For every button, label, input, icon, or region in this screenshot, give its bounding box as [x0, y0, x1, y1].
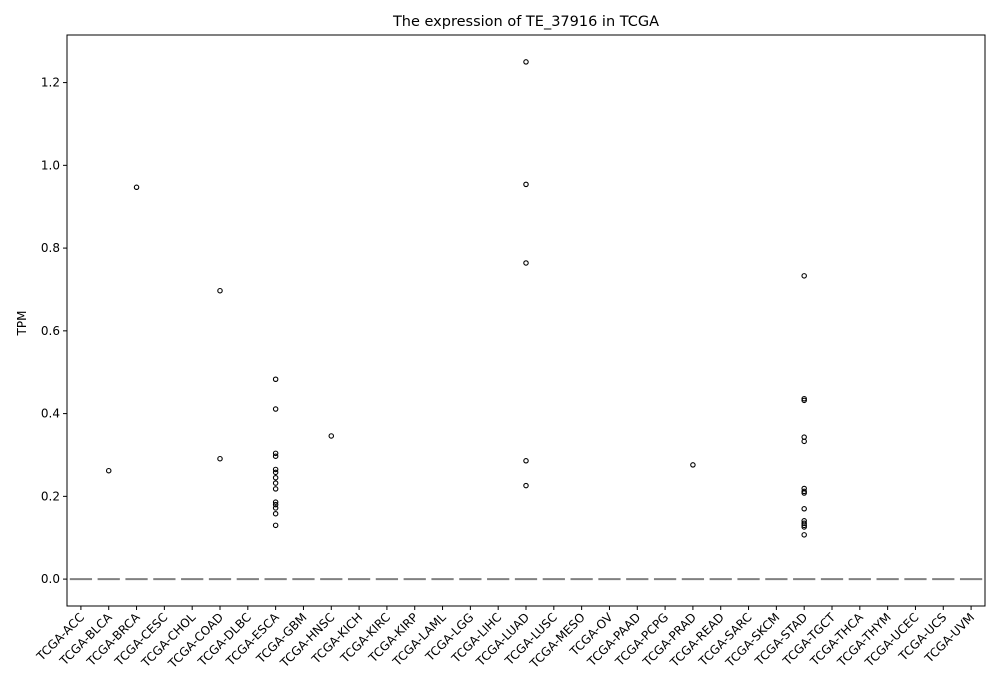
x-axis: TCGA-ACCTCGA-BLCATCGA-BRCATCGA-CESCTCGA-… — [33, 606, 977, 671]
outlier-point — [272, 486, 279, 492]
outlier-point — [272, 499, 279, 505]
outlier-points — [105, 59, 807, 538]
outlier-point — [272, 510, 279, 517]
outlier-point — [523, 458, 529, 464]
outlier-point — [328, 433, 335, 439]
outlier-point — [272, 376, 279, 383]
outlier-point — [801, 520, 807, 526]
outlier-point — [272, 522, 279, 529]
outlier-point — [690, 462, 696, 468]
outlier-point — [272, 469, 279, 476]
outlier-point — [272, 474, 279, 481]
chart-title: The expression of TE_37916 in TCGA — [392, 14, 659, 30]
outlier-point — [272, 501, 279, 508]
y-tick-label: 0.4 — [41, 407, 60, 421]
outlier-point — [801, 532, 807, 538]
outlier-point — [801, 438, 807, 445]
outlier-point — [272, 406, 279, 412]
plot-frame — [66, 34, 986, 607]
outlier-point — [801, 488, 807, 495]
y-tick-label: 0.2 — [41, 489, 60, 503]
outlier-point — [523, 181, 529, 188]
outlier-point — [523, 482, 529, 489]
outlier-point — [272, 450, 279, 457]
y-axis: 0.0 0.2 0.4 0.6 0.8 1.0 1.2 — [41, 76, 67, 586]
outlier-point — [523, 59, 529, 65]
y-tick-label: 1.2 — [41, 76, 60, 90]
y-tick-label: 0.6 — [41, 324, 60, 338]
y-tick-label: 0.0 — [41, 572, 60, 586]
outlier-point — [272, 505, 279, 511]
outlier-point — [801, 524, 807, 530]
outlier-point — [272, 466, 279, 473]
outlier-point — [272, 453, 279, 459]
outlier-point — [523, 260, 529, 266]
outlier-point — [133, 184, 140, 191]
outlier-point — [801, 490, 807, 496]
y-tick-label: 0.8 — [41, 241, 60, 255]
y-axis-label: TPM — [15, 311, 29, 337]
outlier-point — [801, 395, 807, 402]
outlier-point — [217, 287, 223, 294]
outlier-point — [105, 467, 112, 474]
outlier-point — [272, 480, 279, 486]
outlier-point — [217, 455, 223, 462]
outlier-point — [801, 506, 807, 512]
outlier-point — [801, 522, 807, 529]
outlier-point — [801, 273, 807, 279]
y-tick-label: 1.0 — [41, 158, 60, 172]
outlier-point — [801, 397, 807, 404]
